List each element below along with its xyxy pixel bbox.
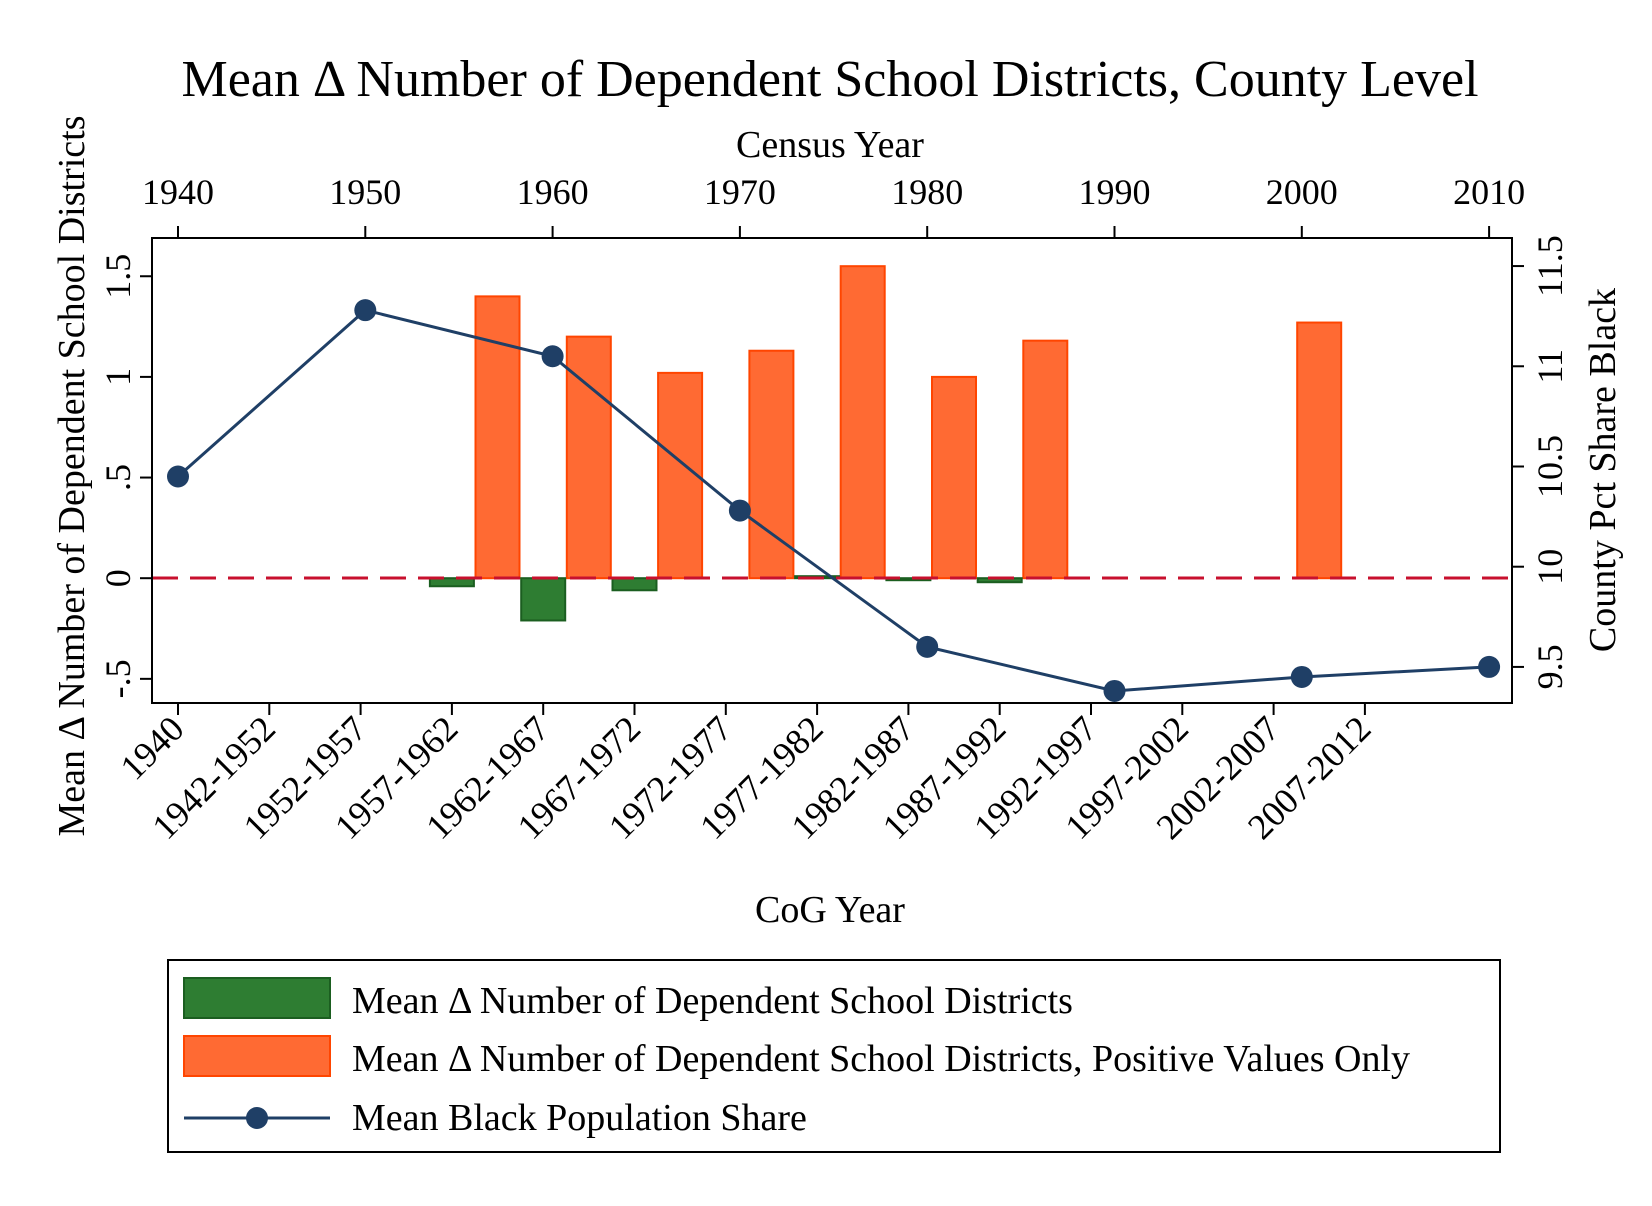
bar-positive [839,265,886,580]
bar-delta [611,577,658,592]
black-share-point [1290,665,1313,688]
top-axis-tick-label: 1950 [329,172,401,212]
right-axis-tick-label: 10 [1530,549,1570,585]
black-share-point [728,499,751,522]
left-axis-tick-label: 1 [98,368,138,386]
bar-positive [748,349,795,580]
bar-positive [931,375,977,580]
left-axis-label: Mean Δ Number of Dependent School Distri… [51,116,93,837]
top-axis-tick-label: 1980 [891,172,963,212]
plot-frame [151,237,1513,704]
right-axis-label: County Pct Share Black [1582,288,1624,652]
top-axis-label: Census Year [736,124,924,166]
legend: Mean Δ Number of Dependent School Distri… [167,959,1501,1153]
left-axis-tick-label: .5 [98,464,138,491]
legend-swatch-marker [246,1107,268,1129]
right-axis-tick-label: 11.5 [1530,235,1570,297]
bottom-axis-label: CoG Year [755,889,905,931]
legend-swatch-green-bars [183,977,331,1019]
right-axis-tick-label: 10.5 [1530,435,1570,498]
left-axis-tick-label: 1.5 [98,254,138,299]
bar-positive [1022,339,1069,580]
black-share-point [541,345,564,368]
bar-delta [428,577,475,588]
black-share-point [1478,655,1501,678]
legend-label-line: Mean Black Population Share [352,1097,807,1139]
chart-title: Mean Δ Number of Dependent School Distri… [181,51,1478,108]
bar-positive [657,371,704,580]
top-axis-tick-label: 1960 [517,172,589,212]
black-share-line [177,308,1490,693]
top-axis-tick-label: 2000 [1266,172,1338,212]
black-share-point [916,635,939,658]
line-layer [167,299,1501,702]
legend-label-orange-bars: Mean Δ Number of Dependent School Distri… [352,1038,1410,1080]
black-share-point [1103,679,1126,702]
top-axis-tick-label: 1970 [704,172,776,212]
top-axis-tick-label: 1940 [142,172,214,212]
black-share-point [354,299,377,322]
left-axis-tick-label: 0 [98,569,138,587]
right-axis-tick-label: 9.5 [1530,644,1570,689]
bar-positive [565,335,612,580]
bottom-axis-tick-label: 1940 [112,708,191,787]
left-axis-tick-label: -.5 [98,659,138,698]
right-axis-tick-label: 11 [1530,349,1570,384]
top-axis-tick-label: 1990 [1079,172,1151,212]
bar-positive [1296,321,1343,580]
black-share-point [167,465,189,488]
legend-label-green-bars: Mean Δ Number of Dependent School Distri… [352,980,1073,1022]
bar-delta [520,577,567,622]
top-axis-tick-label: 2010 [1453,172,1525,212]
legend-frame [167,959,1501,1153]
bars-layer [428,265,1343,622]
legend-swatch-orange-bars [183,1035,331,1077]
